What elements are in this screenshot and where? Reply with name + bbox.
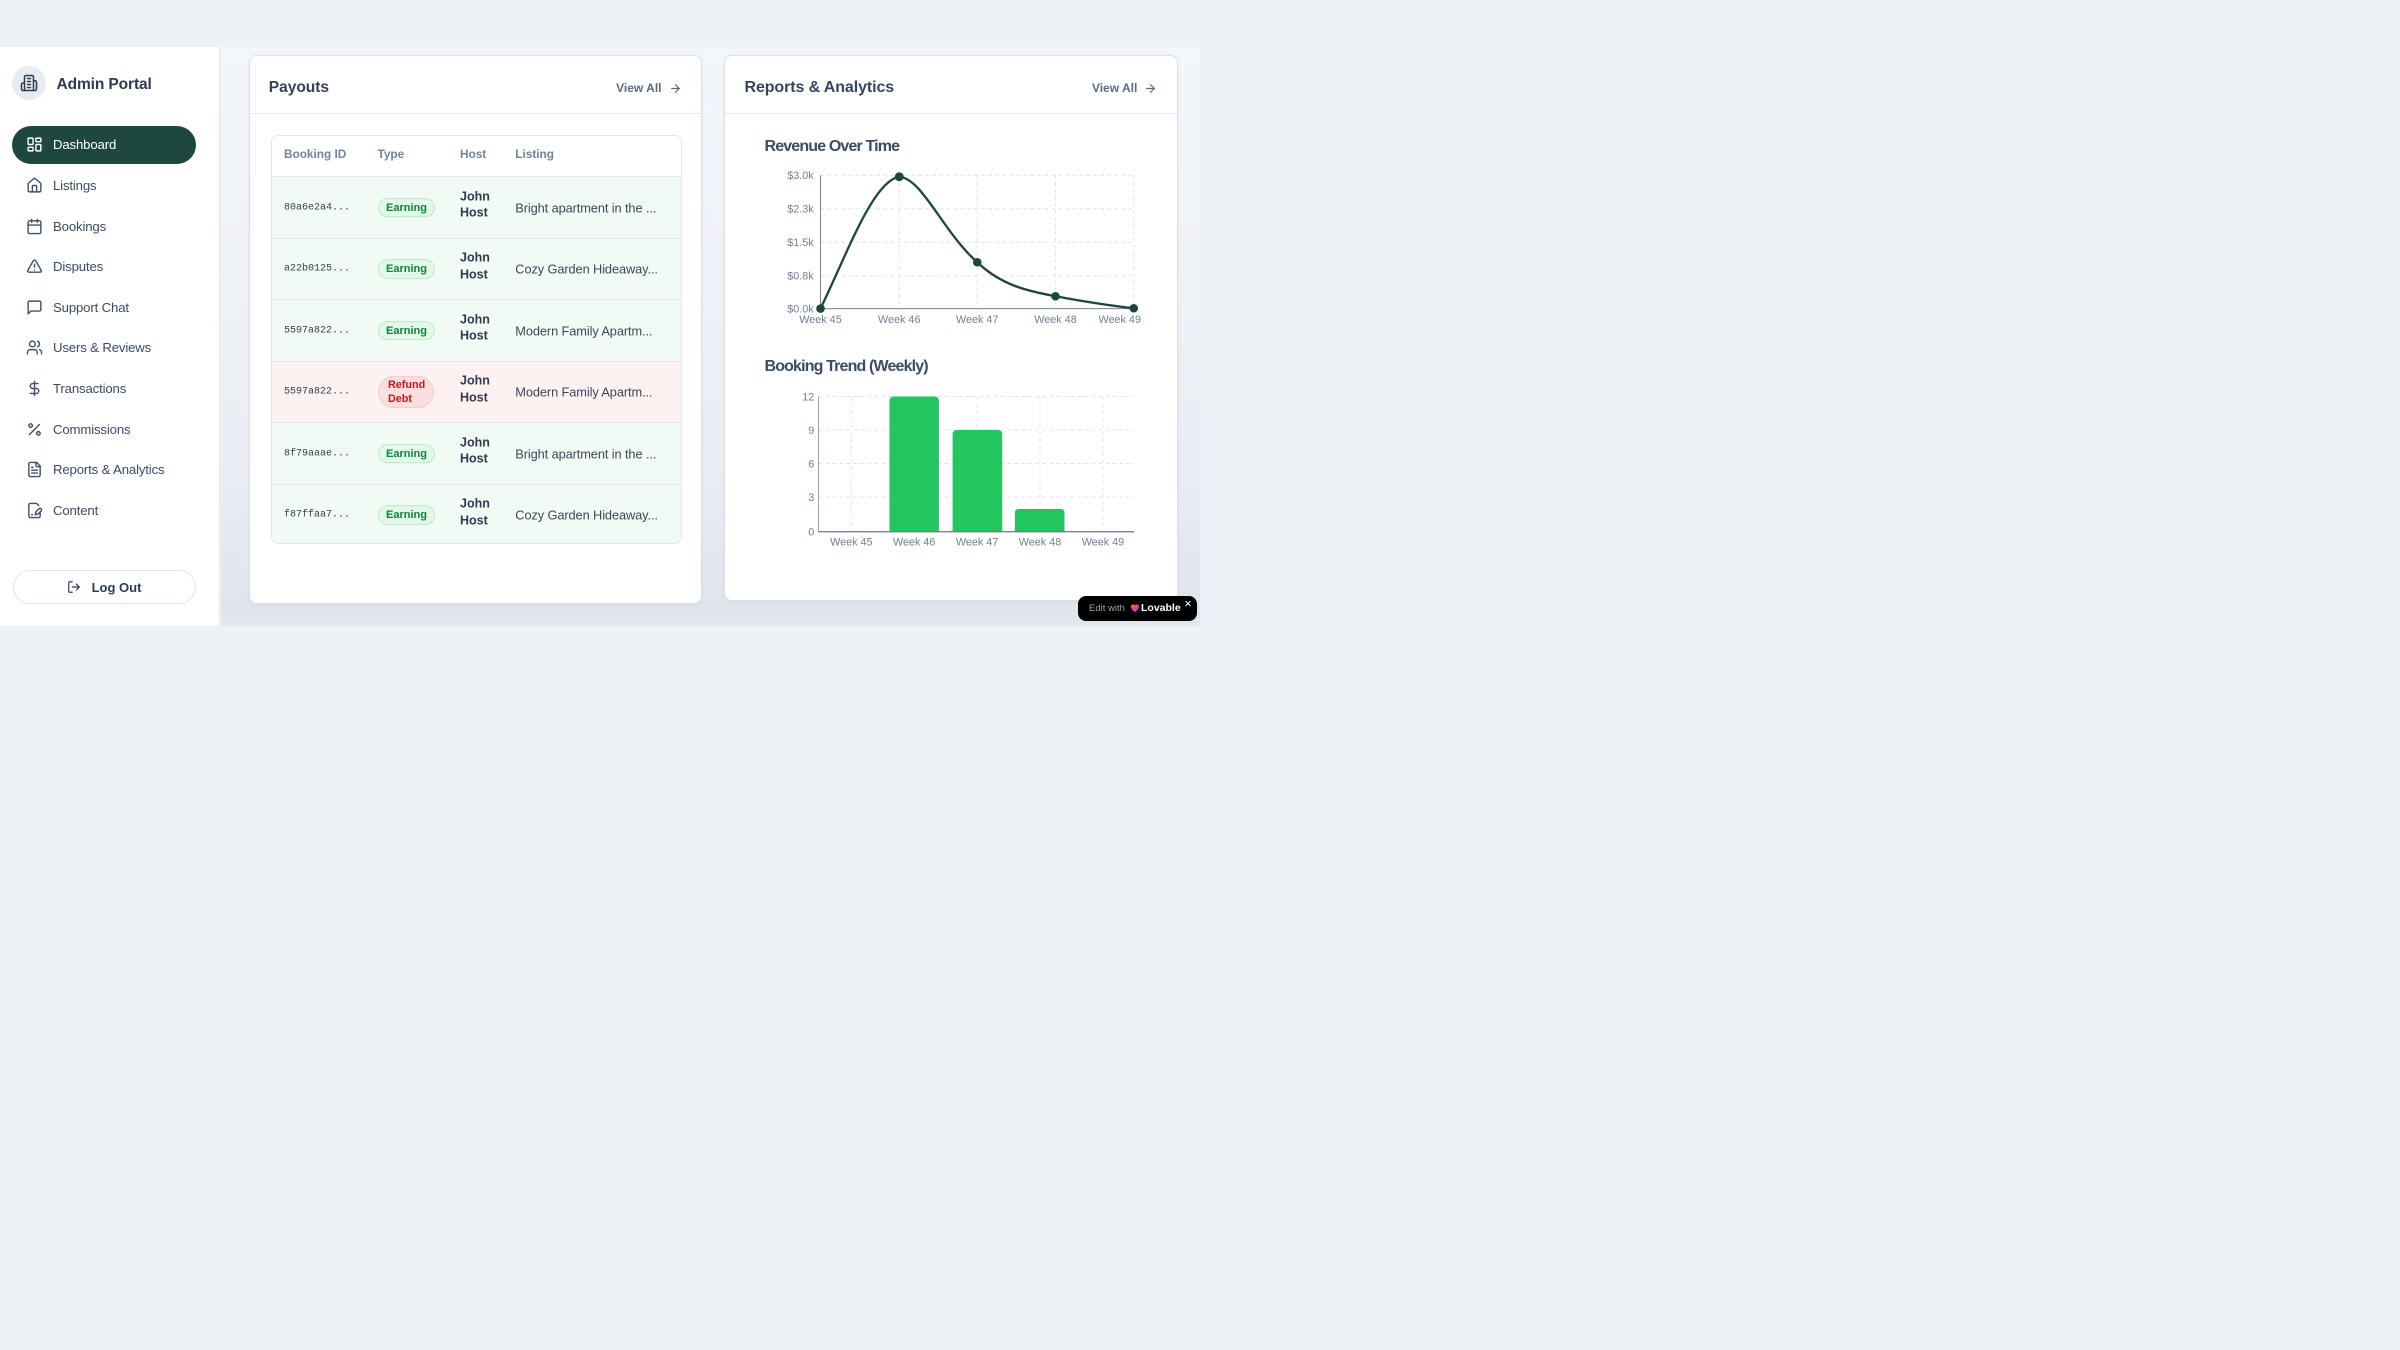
svg-text:12: 12 (802, 391, 814, 403)
svg-text:Week 47: Week 47 (956, 314, 998, 326)
svg-text:Week 48: Week 48 (1018, 536, 1060, 548)
svg-text:$1.5k: $1.5k (787, 237, 814, 249)
svg-text:Week 45: Week 45 (799, 314, 841, 326)
svg-text:Week 46: Week 46 (878, 314, 920, 326)
svg-text:Week 45: Week 45 (830, 536, 872, 548)
svg-text:Week 47: Week 47 (955, 536, 997, 548)
svg-text:9: 9 (808, 425, 814, 437)
svg-text:$2.3k: $2.3k (787, 203, 814, 215)
svg-text:0: 0 (808, 526, 814, 538)
svg-text:$0.0k: $0.0k (787, 303, 814, 315)
svg-text:3: 3 (808, 492, 814, 504)
svg-text:Week 48: Week 48 (1034, 314, 1076, 326)
svg-text:$0.8k: $0.8k (787, 270, 814, 282)
svg-text:Week 49: Week 49 (1098, 314, 1140, 326)
svg-text:6: 6 (808, 458, 814, 470)
svg-text:Week 49: Week 49 (1081, 536, 1123, 548)
svg-text:$3.0k: $3.0k (787, 170, 814, 182)
svg-text:Week 46: Week 46 (892, 536, 934, 548)
